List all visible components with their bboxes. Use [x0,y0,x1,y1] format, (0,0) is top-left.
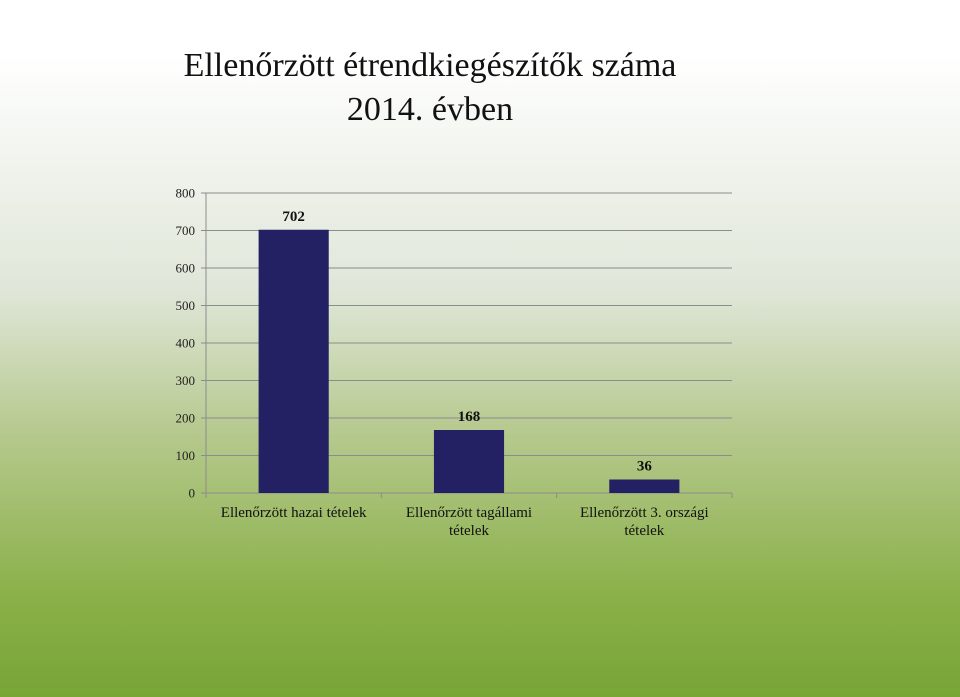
bar [609,479,680,493]
y-tick-label: 300 [176,373,196,388]
bar [258,229,329,493]
y-tick-label: 800 [176,186,196,201]
y-tick-label: 0 [189,486,196,501]
x-category-label: tételek [624,523,664,539]
y-tick-label: 500 [176,298,196,313]
data-label: 702 [282,209,305,225]
chart-title: Ellenőrzött étrendkiegészítők száma 2014… [100,44,760,132]
y-tick-label: 200 [176,411,196,426]
y-tick-label: 600 [176,261,196,276]
bar [433,430,505,493]
y-tick-label: 100 [176,448,196,463]
chart-title-line-2: 2014. évben [346,91,514,128]
y-tick-label: 400 [176,336,196,351]
x-category-label: Ellenőrzött hazai tételek [221,505,367,521]
y-tick-label: 700 [176,223,196,238]
x-category-label: Ellenőrzött 3. országi [580,505,709,521]
chart-title-line-1: Ellenőrzött étrendkiegészítők száma [183,47,677,84]
data-label: 36 [637,459,653,475]
data-label: 168 [458,409,481,425]
x-category-label: tételek [449,523,489,539]
x-category-label: Ellenőrzött tagállami [406,505,532,521]
